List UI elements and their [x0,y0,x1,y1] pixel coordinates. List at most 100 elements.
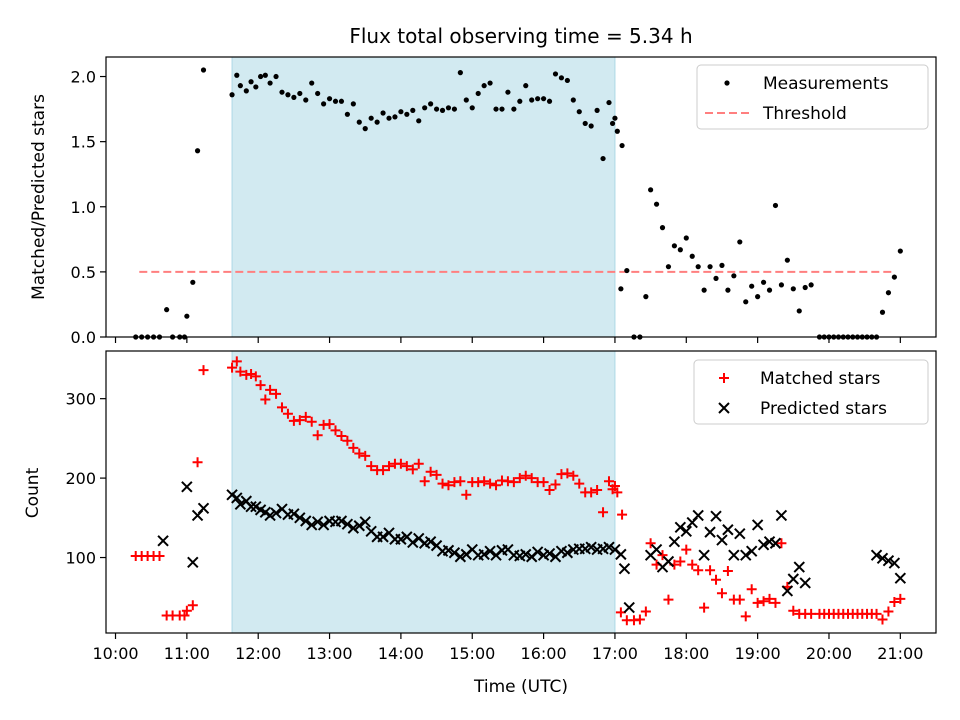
measurement-point [665,264,672,270]
matched-star-point [192,457,203,468]
x-tick-label: 20:00 [806,644,852,663]
measurement-point [398,109,404,115]
ratio-y-axis-label: Matched/Predicted stars [29,94,49,300]
predicted-star-point [407,536,419,549]
matched-star-point [250,371,261,382]
legend-box [696,64,929,130]
matched-star-point [550,479,561,490]
matched-star-point [711,574,722,585]
matched-star-point [491,480,502,491]
matched-star-point [657,550,668,561]
matched-star-point [179,610,190,621]
measurement-point [321,101,327,107]
measurement-point [404,111,410,117]
measurement-point [184,313,190,319]
measurement-point [493,106,499,112]
predicted-star-point [484,545,496,557]
measurement-point [552,71,559,77]
measurement-point [564,77,570,84]
count-y-axis-label: Count [23,467,43,518]
measurement-point [731,273,737,279]
matched-star-point [788,605,799,616]
matched-star-point [336,430,347,441]
matched-star-point [360,450,371,461]
predicted-star-point [793,561,805,573]
measurement-point [475,90,481,97]
predicted-star-point [377,531,389,543]
predicted-star-point [520,548,532,561]
matched-star-point [395,458,406,469]
predicted-star-point [306,519,318,531]
measurement-point [725,287,731,293]
matched-star-point [354,448,365,459]
measurement-point [737,239,743,245]
predicted-star-point [692,509,704,522]
matched-star-point [479,476,490,487]
predicted-star-point [288,508,300,520]
measurement-point [194,148,201,154]
count-axes: 100 200 300 10:00 11:00 12:00 13:00 14:00 15:00 1… [65,390,923,663]
predicted-star-point [270,507,282,519]
matched-star-point [634,614,645,625]
measurement-point [772,202,779,209]
measurement-point [380,110,386,116]
measurement-point [808,282,814,288]
matched-star-point [693,565,704,576]
ratio-axes: 0.0 0.5 1.0 1.5 2.0 [71,68,901,347]
predicted-star-point [341,518,354,530]
x-axis-label: Time (UTC) [473,677,568,697]
predicted-star-point [454,551,467,563]
predicted-star-point [294,512,306,524]
predicted-star-point [680,525,692,538]
predicted-star-point [335,515,348,527]
measurement-points [133,67,903,340]
matched-star-point [895,593,906,604]
measurement-point [505,89,511,95]
measurement-point [784,257,790,263]
measurement-point [451,106,458,112]
matched-star-point [752,597,763,608]
measurement-point [600,155,606,162]
matched-star-point [883,606,894,617]
y-tick-label: 2.0 [71,68,96,87]
measurement-point [386,115,392,121]
matched-star-point [227,362,238,373]
measurement-point [546,98,553,104]
matched-star-point [877,614,888,625]
legend-marker [719,373,729,383]
measurement-point [671,243,677,249]
predicted-star-point [734,527,746,540]
predicted-star-point [668,535,681,548]
matched-star-point [378,465,389,476]
measurement-point [279,89,285,95]
y-tick-label: 0.0 [71,328,96,347]
predicted-star-point [187,556,199,569]
measurement-point [262,72,268,78]
matched-star-point [419,476,430,487]
measurement-point [392,114,398,120]
matched-star-point [413,458,424,469]
measurement-point [570,97,576,103]
matched-star-point [598,507,609,518]
predicted-star-point [561,547,574,559]
measurement-point [229,92,235,98]
matched-star-point [716,588,727,599]
measurement-point [618,286,624,292]
predicted-star-point [698,549,710,561]
measurement-point [879,309,886,315]
predicted-star-point [704,526,716,538]
measurement-point [523,83,529,89]
measurement-point [743,299,749,305]
x-tick-label: 19:00 [735,644,781,663]
matched-star-point [407,464,418,475]
ratio-legend: Measurements Threshold [696,64,929,130]
legend-label: Measurements [763,74,889,94]
predicted-star-point [448,547,461,559]
predicted-star-point [395,533,407,545]
measurement-point [164,307,170,313]
measurement-point [356,119,362,125]
predicted-star-point [894,572,907,584]
x-tick-label: 21:00 [877,644,923,663]
predicted-star-point [728,549,740,561]
legend-box [693,359,929,425]
